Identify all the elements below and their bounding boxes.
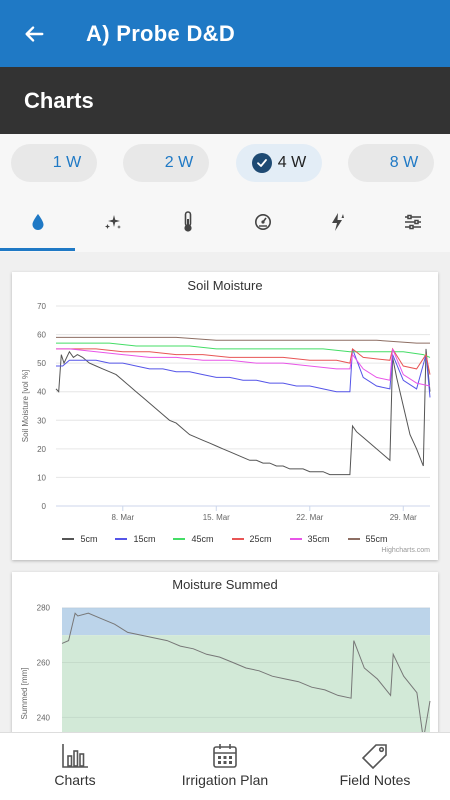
series-line-5cm: [55, 348, 431, 476]
range-button-1w[interactable]: 1 W: [11, 144, 97, 182]
range-button-4w[interactable]: 4 W: [236, 144, 322, 182]
bottom-navigation: Charts Irrigation Plan Field Notes: [0, 732, 450, 800]
legend-swatch: [173, 538, 186, 540]
chart-title: Soil Moisture: [187, 278, 263, 293]
y-tick-label: 30: [37, 416, 46, 425]
tab-moisture[interactable]: [0, 196, 75, 248]
range-label: 2 W: [164, 154, 194, 171]
y-tick-label: 260: [37, 659, 51, 668]
range-button-2w[interactable]: 2 W: [123, 144, 209, 182]
tab-settings[interactable]: [375, 196, 450, 248]
x-tick-label: 29. Mar: [390, 513, 417, 522]
x-tick-label: 8. Mar: [111, 513, 134, 522]
section-title: Charts: [24, 87, 94, 113]
legend-swatch: [62, 538, 75, 540]
tab-temperature[interactable]: [150, 196, 225, 248]
range-label: 1 W: [52, 154, 82, 171]
y-tick-label: 50: [37, 359, 46, 368]
soil-moisture-card: Soil Moisture 0 10 20 30 40 50 60 70 8. Mar 15. M…: [12, 272, 438, 560]
series-line-35cm: [56, 348, 431, 387]
legend-label: 25cm: [249, 534, 272, 544]
y-tick-label: 10: [37, 473, 46, 482]
series-line-45cm: [56, 342, 431, 358]
legend-item[interactable]: 35cm: [289, 534, 330, 544]
plot-band: [62, 607, 430, 636]
y-tick-label: 0: [42, 502, 47, 511]
chart-title: Moisture Summed: [172, 577, 278, 592]
soil-moisture-chart: 0 10 20 30 40 50 60 70 8. Mar 15. Mar 22. Mar 29. M…: [21, 302, 431, 522]
gauge-icon: [254, 214, 271, 230]
tag-icon: [361, 744, 387, 769]
x-tick-label: 15. Mar: [203, 513, 230, 522]
check-icon: [251, 153, 272, 173]
series-line-25cm: [56, 347, 431, 375]
lightning-icon: [331, 213, 344, 231]
bar-chart-icon: [62, 744, 88, 768]
legend-label: 55cm: [365, 534, 388, 544]
series-line-summed: [61, 612, 431, 740]
metric-tabs: [0, 196, 450, 252]
legend-swatch: [347, 538, 360, 540]
chart-credit[interactable]: Highcharts.com: [381, 547, 430, 554]
y-axis-label: Summed [mm]: [20, 667, 29, 719]
legend-swatch: [289, 538, 302, 540]
nav-label: Irrigation Plan: [181, 772, 269, 788]
tab-sparkles[interactable]: [75, 196, 150, 248]
moisture-summed-chart: 240 260 280 Summed [mm]: [20, 604, 431, 742]
tab-pressure[interactable]: [225, 196, 300, 248]
y-tick-label: 240: [37, 713, 51, 722]
water-drop-icon: [32, 214, 43, 230]
calendar-icon: [213, 744, 237, 768]
legend-item[interactable]: 5cm: [62, 534, 97, 544]
arrow-left-icon: [25, 25, 44, 42]
legend-item[interactable]: 25cm: [231, 534, 272, 544]
section-header: Charts: [0, 67, 450, 134]
nav-field-notes[interactable]: Field Notes: [300, 733, 450, 800]
y-tick-label: 70: [37, 302, 46, 311]
y-tick-label: 40: [37, 388, 46, 397]
legend-item[interactable]: 15cm: [115, 534, 155, 544]
legend-label: 45cm: [191, 534, 214, 544]
y-axis-label: Soil Moisture [vol %]: [21, 370, 30, 442]
chart-legend: 5cm 15cm 45cm 25cm 35cm 55cm: [12, 534, 438, 544]
range-selector: 1 W 2 W 4 W 8 W: [0, 134, 450, 196]
moisture-summed-card: Moisture Summed 240 260 280 Summed [mm]: [12, 572, 438, 742]
x-tick-label: 22. Mar: [296, 513, 323, 522]
range-button-8w[interactable]: 8 W: [348, 144, 434, 182]
range-label: 8 W: [389, 154, 419, 171]
legend-swatch: [231, 538, 244, 540]
y-tick-label: 60: [37, 331, 46, 340]
legend-swatch: [115, 538, 128, 540]
plot-band: [62, 635, 430, 742]
series-line-55cm: [56, 336, 430, 344]
legend-label: 5cm: [80, 534, 98, 544]
nav-label: Field Notes: [339, 772, 411, 788]
legend-label: 35cm: [307, 534, 330, 544]
nav-irrigation-plan[interactable]: Irrigation Plan: [150, 733, 300, 800]
tab-indicator: [0, 248, 75, 251]
page-title: A) Probe D&D: [86, 20, 236, 46]
series-line-15cm: [56, 348, 431, 398]
thermometer-icon: [183, 211, 192, 232]
sliders-icon: [404, 214, 421, 230]
app-bar: A) Probe D&D: [0, 0, 450, 67]
legend-item[interactable]: 45cm: [173, 534, 214, 544]
sparkles-icon: [104, 215, 121, 229]
legend-label: 15cm: [133, 534, 156, 544]
nav-charts[interactable]: Charts: [0, 733, 150, 800]
y-tick-label: 20: [37, 445, 46, 454]
back-button[interactable]: [14, 14, 54, 54]
nav-label: Charts: [54, 772, 96, 788]
legend-item[interactable]: 55cm: [347, 534, 388, 544]
y-tick-label: 280: [37, 604, 51, 613]
range-label: 4 W: [277, 154, 307, 171]
tab-power[interactable]: [300, 196, 375, 248]
